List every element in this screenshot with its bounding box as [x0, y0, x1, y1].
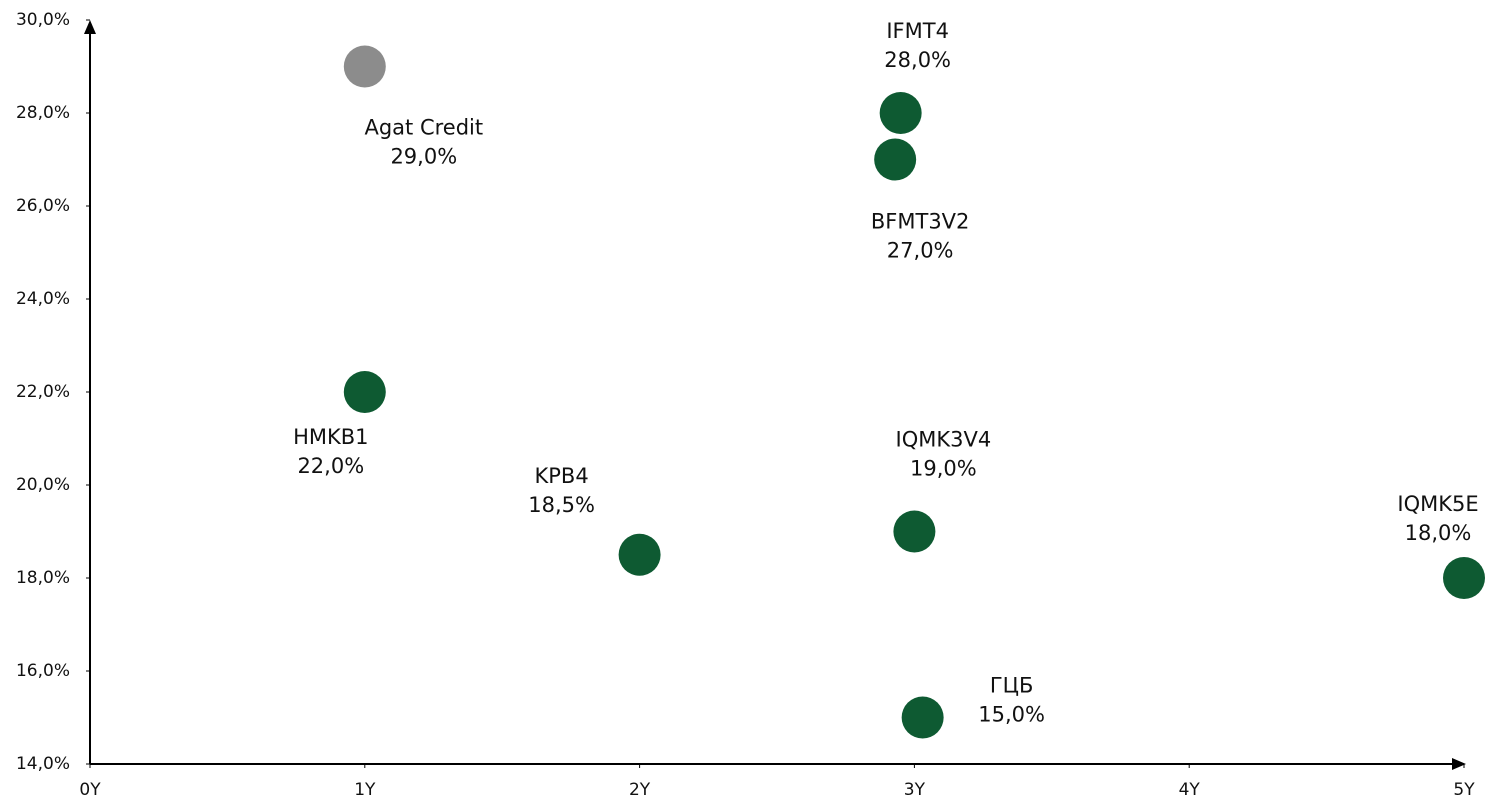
point [343, 371, 386, 413]
y-tick-label: 26,0% [16, 196, 70, 216]
x-tick-label: 2Y [629, 780, 651, 800]
point [1443, 557, 1485, 599]
point-name: BFMT3V2 [871, 210, 970, 234]
point-value-label: 19,0% [910, 457, 977, 481]
y-tick-label: 30,0% [16, 10, 70, 30]
point-name: IQMK5E [1397, 492, 1478, 516]
y-tick-label: 14,0% [16, 754, 70, 774]
point-name: ГЦБ [990, 674, 1034, 698]
y-tick-label: 22,0% [16, 382, 70, 402]
y-tick-label: 28,0% [16, 103, 70, 123]
point-value-label: 28,0% [884, 48, 951, 72]
point-name: KPB4 [534, 464, 588, 488]
y-tick-label: 16,0% [16, 661, 70, 681]
point-value-label: 22,0% [297, 454, 364, 478]
point [874, 138, 917, 181]
point-name: IFMT4 [886, 19, 949, 43]
point-name: HMKB1 [293, 425, 368, 449]
point-value-label: 18,0% [1405, 521, 1472, 545]
x-tick-label: 0Y [79, 780, 101, 800]
point-value-label: 27,0% [887, 239, 954, 263]
x-tick-label: 3Y [904, 780, 926, 800]
x-tick-label: 1Y [354, 780, 376, 800]
point-value-label: 29,0% [390, 145, 457, 169]
y-axis-arrow [84, 20, 96, 34]
point [893, 510, 936, 553]
y-tick-label: 24,0% [16, 289, 70, 309]
x-tick-label: 4Y [1179, 780, 1201, 800]
point-name: Agat Credit [364, 116, 483, 140]
point [879, 92, 922, 134]
point-name: IQMK3V4 [896, 428, 992, 452]
point [618, 533, 661, 576]
x-axis-arrow [1452, 758, 1466, 770]
point-value-label: 18,5% [528, 493, 595, 517]
y-tick-label: 18,0% [16, 568, 70, 588]
x-tick-label: 5Y [1453, 780, 1475, 800]
point [343, 45, 386, 88]
y-tick-label: 20,0% [16, 475, 70, 495]
point-value-label: 15,0% [978, 703, 1045, 727]
point [901, 696, 944, 739]
